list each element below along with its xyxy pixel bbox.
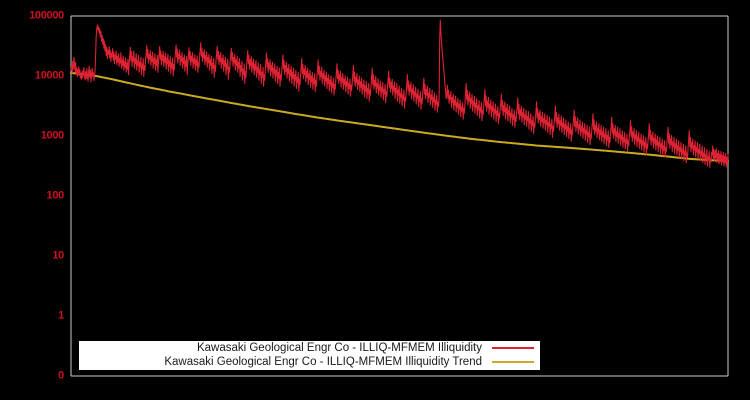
- axis-frame: [70, 15, 729, 377]
- y-tick-label: 100000: [29, 9, 64, 22]
- chart-legend: Kawasaki Geological Engr Co - ILLIQ-MFME…: [79, 341, 540, 370]
- legend-label-illiquidity-trend: Kawasaki Geological Engr Co - ILLIQ-MFME…: [164, 356, 482, 368]
- series-layer: [70, 19, 729, 168]
- y-tick-label: 100: [46, 189, 65, 202]
- y-tick-label: 10: [52, 249, 64, 262]
- illiquidity-line: [70, 19, 729, 168]
- legend-item-illiquidity[interactable]: Kawasaki Geological Engr Co - ILLIQ-MFME…: [79, 341, 540, 355]
- legend-swatch-illiquidity-trend: [492, 361, 534, 363]
- y-tick-label: 0: [58, 369, 64, 382]
- legend-swatch-illiquidity: [492, 347, 534, 349]
- legend-item-illiquidity-trend[interactable]: Kawasaki Geological Engr Co - ILLIQ-MFME…: [79, 355, 540, 369]
- trend-line: [70, 72, 729, 163]
- y-tick-label: 1000: [40, 129, 65, 142]
- y-tick-label: 1: [58, 309, 64, 322]
- y-tick-label: 10000: [34, 69, 64, 82]
- legend-label-illiquidity: Kawasaki Geological Engr Co - ILLIQ-MFME…: [196, 342, 482, 354]
